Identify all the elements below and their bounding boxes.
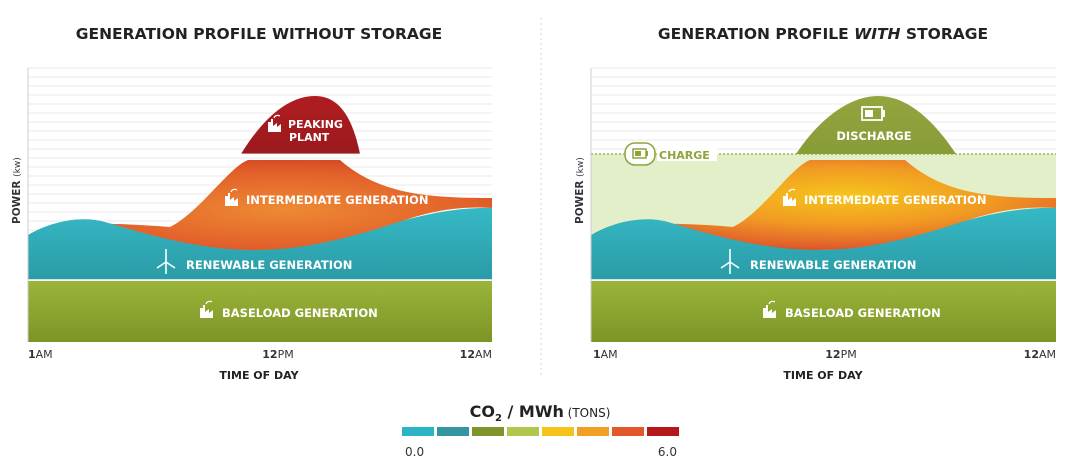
left-renewable-area: [28, 207, 492, 280]
legend-swatch: [402, 427, 434, 436]
right-intermediate-label: INTERMEDIATE GENERATION: [804, 193, 986, 207]
left-y-axis-label: POWER (kw): [11, 157, 23, 224]
right-x-axis-label: TIME OF DAY: [783, 369, 863, 382]
right-panel-title: GENERATION PROFILE WITH STORAGE: [658, 25, 988, 43]
left-peaking-factory-icon: [268, 114, 281, 132]
legend-title: CO2 / MWh (TONS): [470, 402, 611, 424]
right-renewable-area: [591, 207, 1056, 280]
legend-swatch: [472, 427, 504, 436]
left-peaking-label-line1: PEAKING: [288, 118, 343, 131]
right-charge-label-bg: [657, 147, 717, 161]
left-baseload-area: [28, 281, 492, 342]
right-x-tick-12am: 12AM: [1024, 348, 1056, 361]
left-intermediate-area: [28, 160, 492, 250]
right-intermediate-area: [591, 160, 1056, 250]
left-baseload-factory-icon: [200, 300, 213, 318]
left-peaking-label-line2: PLANT: [289, 131, 330, 144]
left-renewable-label: RENEWABLE GENERATION: [186, 258, 352, 272]
right-baseload-label: BASELOAD GENERATION: [785, 306, 941, 320]
legend-min-label: 0.0: [405, 445, 424, 459]
right-discharge-battery-icon: [861, 106, 885, 121]
right-y-axis-label: POWER (kw): [574, 157, 586, 224]
legend-swatch: [577, 427, 609, 436]
left-x-axis-label: TIME OF DAY: [219, 369, 299, 382]
left-baseload-label: BASELOAD GENERATION: [222, 306, 378, 320]
right-wind-turbine-icon: [720, 249, 740, 274]
co2-legend: CO2 / MWh (TONS) 0.0 6.0: [402, 402, 679, 459]
right-x-tick-1am: 1AM: [593, 348, 618, 361]
right-baseload-factory-icon: [763, 300, 776, 318]
right-x-tick-12pm: 12PM: [825, 348, 856, 361]
left-intermediate-factory-icon: [225, 188, 238, 206]
left-panel: GENERATION PROFILE WITHOUT STORAGE PEAKI…: [11, 25, 492, 382]
legend-swatch: [647, 427, 679, 436]
legend-swatch: [437, 427, 469, 436]
right-charge-battery-icon: [624, 142, 656, 166]
legend-max-label: 6.0: [658, 445, 677, 459]
right-discharge-area: [796, 96, 956, 154]
left-wind-turbine-icon: [156, 249, 176, 274]
legend-swatch: [612, 427, 644, 436]
right-renewable-label: RENEWABLE GENERATION: [750, 258, 916, 272]
legend-swatches: [402, 427, 679, 436]
legend-swatch: [542, 427, 574, 436]
left-x-tick-1am: 1AM: [28, 348, 53, 361]
right-baseload-area: [591, 281, 1056, 342]
right-discharge-label: DISCHARGE: [836, 129, 911, 143]
legend-swatch: [507, 427, 539, 436]
left-panel-title: GENERATION PROFILE WITHOUT STORAGE: [76, 25, 442, 43]
right-charge-label: CHARGE: [659, 149, 710, 162]
left-x-tick-12am: 12AM: [460, 348, 492, 361]
left-x-tick-12pm: 12PM: [262, 348, 293, 361]
right-panel: GENERATION PROFILE WITH STORAGE CHARGE D…: [574, 25, 1056, 382]
left-intermediate-label: INTERMEDIATE GENERATION: [246, 193, 428, 207]
right-intermediate-factory-icon: [783, 188, 796, 206]
left-peaking-area: [241, 96, 360, 154]
